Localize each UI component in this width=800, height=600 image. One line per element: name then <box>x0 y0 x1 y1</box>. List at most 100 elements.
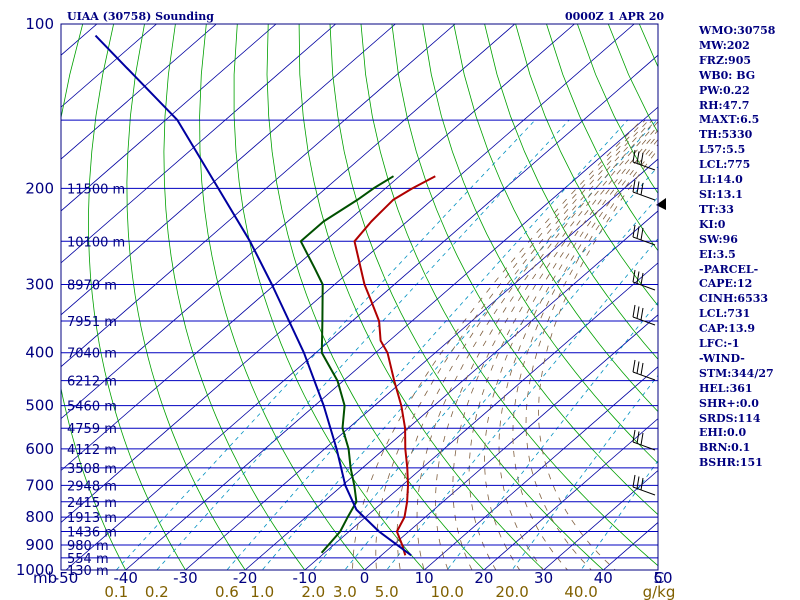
sounding-index: FRZ:905 <box>699 53 752 67</box>
height-label: 11500 m <box>67 182 125 197</box>
isotherm <box>61 24 217 160</box>
temperature-tick-label: -20 <box>233 569 258 587</box>
mixing-ratio-label: 0.6 <box>215 583 239 600</box>
dry-adiabat <box>329 24 604 570</box>
wind-barb <box>632 269 656 291</box>
height-label: 6212 m <box>67 375 117 390</box>
temperature-tick-label: 20 <box>474 569 493 587</box>
pressure-tick-label: 600 <box>25 440 54 458</box>
moist-adiabat <box>498 134 658 570</box>
mixing-ratio-label: 1.0 <box>250 583 274 600</box>
wind-flag <box>656 198 666 210</box>
sounding-index: SHR+:0.0 <box>699 396 759 410</box>
height-label: 980 m <box>67 539 109 554</box>
height-label: 7040 m <box>67 347 117 362</box>
isotherm <box>244 210 658 570</box>
mixing-ratio-line <box>261 119 658 570</box>
wind-barb <box>632 429 656 451</box>
sounding-index: LCL:775 <box>699 158 751 172</box>
pressure-tick-label: 700 <box>25 476 54 494</box>
sounding-index: LFC:-1 <box>699 337 740 351</box>
sounding-index: LI:14.0 <box>699 173 743 187</box>
mixing-ratio-label: 2.0 <box>301 583 325 600</box>
pressure-tick-label: 100 <box>25 15 54 33</box>
dry-adiabat <box>61 24 127 570</box>
dry-adiabat <box>298 24 545 570</box>
sounding-index: CINH:6533 <box>699 292 769 306</box>
temperature-line <box>353 175 436 556</box>
mixing-ratio-label: 40.0 <box>564 583 597 600</box>
isotherm <box>61 24 575 472</box>
temperature-tick-label: -40 <box>113 569 138 587</box>
temperature-tick-label: 0 <box>360 569 370 587</box>
pressure-tick-label: 800 <box>25 508 54 526</box>
sounding-index: EHI:0.0 <box>699 426 747 440</box>
height-label: 1436 m <box>67 525 117 540</box>
temperature-tick-label: 50 <box>653 569 672 587</box>
sounding-index: RH:47.7 <box>699 98 750 112</box>
parcel-line <box>94 34 412 557</box>
sounding-index: KI:0 <box>699 217 726 231</box>
mixing-ratio-unit-label: g/kg <box>643 583 676 600</box>
sounding-index: TT:33 <box>699 202 734 216</box>
temperature-tick-label: -50 <box>54 569 79 587</box>
isotherm <box>125 106 658 570</box>
pressure-tick-label: 500 <box>25 397 54 415</box>
sounding-index: EI:3.5 <box>699 247 736 261</box>
sounding-index: -PARCEL- <box>699 262 759 276</box>
dry-adiabat <box>484 24 658 360</box>
height-label: 10100 m <box>67 235 125 250</box>
dry-adiabat <box>515 24 658 307</box>
axis-labels: 11500 m 10100 m 8970 m 7951 m 7040 m 6212 m 54… <box>16 15 676 600</box>
wind-barb <box>632 224 656 246</box>
mixing-ratio-label: 5.0 <box>375 583 399 600</box>
dry-adiabat <box>266 24 485 570</box>
sounding-index: PW:0.22 <box>699 83 750 97</box>
mixing-ratio-line <box>312 165 658 570</box>
isotherm <box>423 366 658 570</box>
mixing-ratio-line <box>226 119 628 570</box>
pressure-tick-label: 400 <box>25 344 54 362</box>
sounding-index: MW:202 <box>699 38 750 52</box>
wind-barb <box>632 359 656 381</box>
pressure-tick-label: 900 <box>25 536 54 554</box>
isotherm <box>61 24 456 368</box>
dry-adiabat <box>391 24 658 516</box>
mixing-ratio-label: 0.1 <box>104 583 128 600</box>
isotherm <box>61 24 396 316</box>
moist-adiabat <box>484 129 658 570</box>
pressure-unit-label: mb <box>33 569 57 587</box>
isotherm <box>61 24 516 420</box>
height-label: 130 m <box>67 564 109 579</box>
mixing-ratio-label: 20.0 <box>495 583 528 600</box>
background-lines <box>61 24 658 570</box>
sounding-index: SW:96 <box>699 232 738 246</box>
sounding-index: MAXT:6.5 <box>699 113 760 127</box>
sounding-index: BRN:0.1 <box>699 441 751 455</box>
mixing-ratio-label: 10.0 <box>431 583 464 600</box>
mixing-ratio-line <box>115 119 536 570</box>
temperature-tick-label: 10 <box>415 569 434 587</box>
sounding-index: TH:5330 <box>699 128 753 142</box>
sounding-index: SI:13.1 <box>699 187 743 201</box>
chart-title: UIAA (30758) Sounding <box>67 10 214 23</box>
dry-adiabat <box>453 24 658 413</box>
sounding-index: L57:5.5 <box>699 143 746 157</box>
wind-barb <box>632 179 656 201</box>
isotherm <box>483 418 658 570</box>
dry-adiabat <box>233 24 425 570</box>
mixing-ratio-line <box>344 196 658 570</box>
wind-barb <box>632 149 656 171</box>
sounding-index: BSHR:151 <box>699 456 763 470</box>
temperature-tick-label: 30 <box>534 569 553 587</box>
dry-adiabat <box>199 24 366 570</box>
sounding-indices-panel: WMO:30758 MW:202 FRZ:905 WB0: BG PW:0.22 RH:4… <box>699 24 775 471</box>
pressure-tick-label: 300 <box>25 276 54 294</box>
height-label: 554 m <box>67 552 109 567</box>
wind-barb <box>632 474 656 496</box>
sounding-index: -WIND- <box>699 351 745 365</box>
pressure-tick-label: 1000 <box>16 561 54 579</box>
dry-adiabat <box>88 24 186 570</box>
sounding-index: STM:344/27 <box>699 366 774 380</box>
